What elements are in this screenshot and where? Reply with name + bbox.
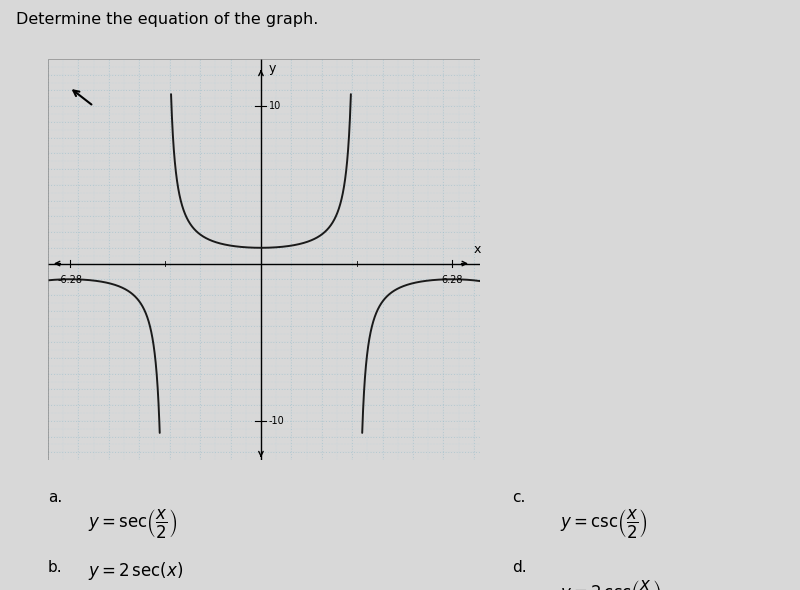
Text: Determine the equation of the graph.: Determine the equation of the graph. bbox=[16, 12, 318, 27]
Text: -6.28: -6.28 bbox=[58, 274, 82, 284]
Text: $y = 2\,\csc\!\left(\dfrac{x}{2}\right)$: $y = 2\,\csc\!\left(\dfrac{x}{2}\right)$ bbox=[560, 578, 662, 590]
Text: -10: -10 bbox=[269, 416, 284, 426]
Text: x: x bbox=[474, 242, 481, 255]
Text: $y = \sec\!\left(\dfrac{x}{2}\right)$: $y = \sec\!\left(\dfrac{x}{2}\right)$ bbox=[88, 507, 177, 540]
Text: b.: b. bbox=[48, 560, 62, 575]
Text: a.: a. bbox=[48, 490, 62, 504]
Text: d.: d. bbox=[512, 560, 526, 575]
Text: 10: 10 bbox=[269, 101, 281, 111]
Text: c.: c. bbox=[512, 490, 526, 504]
Text: $y = \csc\!\left(\dfrac{x}{2}\right)$: $y = \csc\!\left(\dfrac{x}{2}\right)$ bbox=[560, 507, 648, 540]
Text: $y = 2\,\mathrm{sec}(x)$: $y = 2\,\mathrm{sec}(x)$ bbox=[88, 560, 183, 582]
Text: y: y bbox=[269, 62, 276, 75]
Text: 6.28: 6.28 bbox=[442, 274, 463, 284]
